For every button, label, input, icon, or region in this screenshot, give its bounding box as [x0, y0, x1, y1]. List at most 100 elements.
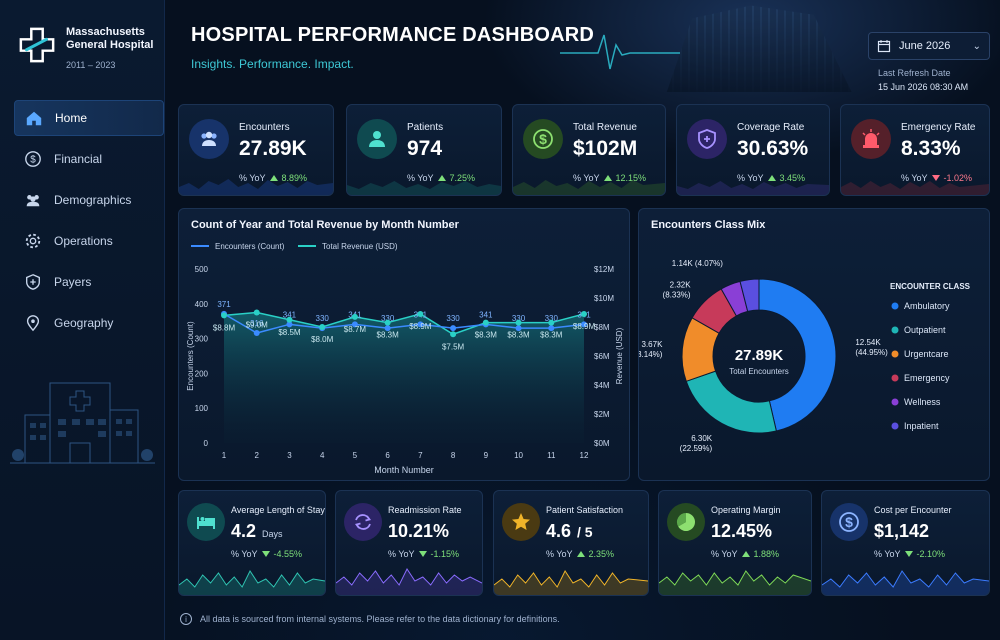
kpi-yoy-value: -4.55%: [273, 549, 303, 559]
siren-icon: [851, 119, 891, 159]
kpi-value-number: $1,142: [874, 521, 930, 541]
sidebar-item-financial[interactable]: $ Financial: [14, 141, 164, 177]
kpi-card-emergency-rate[interactable]: Emergency Rate 8.33% % YoY -1.02%: [840, 104, 990, 196]
legend-label: Total Revenue (USD): [322, 242, 398, 251]
sparkline: [347, 181, 501, 195]
sidebar-item-label: Demographics: [54, 193, 132, 207]
kpi-yoy-label: % YoY: [388, 549, 415, 559]
sparkline: [841, 181, 989, 195]
kpi-yoy-value: 3.45%: [779, 173, 806, 183]
kpi-yoy: % YoY -1.15%: [388, 549, 459, 559]
kpi-yoy: % YoY 12.15%: [573, 173, 646, 183]
donut-legend-label: Wellness: [904, 397, 941, 407]
sparkline: [822, 570, 989, 595]
trend-up-icon: [741, 551, 750, 557]
heartbeat-pulse-icon: [560, 34, 680, 70]
trend-up-icon: [603, 175, 612, 181]
kpi-card-coverage-rate[interactable]: Coverage Rate 30.63% % YoY 3.45%: [676, 104, 830, 196]
donut-legend-swatch: [891, 398, 899, 406]
line-chart-title: Count of Year and Total Revenue by Month…: [191, 219, 459, 231]
x-tick-label: 2: [255, 451, 260, 460]
donut-legend-label: Ambulatory: [904, 301, 950, 311]
kpi-card-encounters[interactable]: Encounters 27.89K % YoY 8.89%: [178, 104, 334, 196]
encounters-data-label: 371: [217, 300, 231, 309]
x-axis-title: Month Number: [374, 465, 434, 475]
sparkline: [179, 570, 325, 595]
y-tick-label: 100: [195, 404, 209, 413]
revenue-data-label: $8.5M: [278, 328, 301, 337]
donut-chart-title: Encounters Class Mix: [651, 219, 766, 231]
kpi-card-cost-per-encounter[interactable]: $ Cost per Encounter $1,142 % YoY -2.10%: [821, 490, 990, 596]
trend-down-icon: [904, 551, 913, 557]
y-tick-label: 300: [195, 335, 209, 344]
revenue-data-label: $9.0M: [246, 321, 269, 330]
sidebar-item-operations[interactable]: Operations: [14, 223, 164, 259]
donut-legend-label: Urgentcare: [904, 349, 949, 359]
trend-up-icon: [437, 175, 446, 181]
kpi-card-patients[interactable]: Patients 974 % YoY 7.25%: [346, 104, 502, 196]
month-selector-value: June 2026: [899, 40, 951, 52]
kpi-yoy-value: 2.35%: [588, 549, 615, 559]
revenue-point: [548, 319, 555, 326]
revenue-data-label: $8.0M: [311, 335, 334, 344]
calendar-icon: [877, 40, 891, 53]
star-icon: [502, 503, 540, 541]
kpi-value-number: 10.21%: [388, 521, 450, 541]
brand-logo: Massachusetts General Hospital: [18, 26, 153, 64]
revenue-data-label: $8.3M: [377, 331, 400, 340]
sidebar-item-label: Geography: [54, 316, 114, 330]
x-tick-label: 9: [484, 451, 489, 460]
sparkline: [677, 181, 829, 195]
y-tick-label: 500: [195, 265, 209, 274]
donut-chart-panel: Encounters Class Mix 12.54K (44.95%) 6.30K…: [638, 208, 990, 481]
kpi-value-number: 12.45%: [711, 521, 773, 541]
kpi-label: Emergency Rate: [901, 122, 976, 133]
refresh-icon: [344, 503, 382, 541]
sidebar-item-home[interactable]: Home: [14, 100, 164, 136]
legend-label: Encounters (Count): [215, 242, 285, 251]
kpi-value: 8.33%: [901, 137, 961, 160]
y-tick-label: 0: [204, 439, 209, 448]
sidebar-item-geography[interactable]: Geography: [14, 305, 164, 341]
kpi-yoy: % YoY 7.25%: [407, 173, 475, 183]
sidebar-item-payers[interactable]: Payers: [14, 264, 164, 300]
y2-tick-label: $10M: [594, 294, 614, 303]
encounters-point: [548, 325, 555, 332]
revenue-data-label: $8.3M: [540, 331, 563, 340]
kpi-card-avg-length-of-stay[interactable]: Average Length of Stay 4.2 Days % YoY -4.5…: [178, 490, 326, 596]
x-tick-label: 10: [514, 451, 523, 460]
trend-up-icon: [576, 551, 585, 557]
revenue-data-label: $8.3M: [507, 331, 530, 340]
kpi-yoy: % YoY 2.35%: [546, 549, 614, 559]
x-tick-label: 6: [385, 451, 390, 460]
kpi-card-total-revenue[interactable]: $ Total Revenue $102M % YoY 12.15%: [512, 104, 666, 196]
sidebar-item-label: Financial: [54, 152, 103, 166]
sidebar-item-label: Home: [55, 111, 88, 125]
donut-data-label: 1.14K (4.07%): [672, 259, 723, 268]
kpi-card-readmission-rate[interactable]: Readmission Rate 10.21% % YoY -1.15%: [335, 490, 483, 596]
kpi-label: Average Length of Stay: [231, 505, 325, 515]
kpi-yoy-value: -1.02%: [943, 173, 973, 183]
kpi-yoy-value: -2.10%: [916, 549, 946, 559]
sidebar-item-demographics[interactable]: Demographics: [14, 182, 164, 218]
sidebar-nav: Home $ Financial Demographics Operations…: [14, 100, 164, 346]
kpi-yoy-label: % YoY: [737, 173, 764, 183]
footer-text: All data is sourced from internal system…: [200, 614, 560, 624]
x-tick-label: 1: [222, 451, 227, 460]
dollar-icon: $: [830, 503, 868, 541]
x-tick-label: 3: [287, 451, 292, 460]
donut-slice-ambulatory: [758, 278, 837, 432]
encounters-point: [351, 321, 358, 328]
revenue-point: [286, 316, 293, 323]
kpi-yoy-label: % YoY: [546, 549, 573, 559]
info-icon: i: [180, 613, 192, 625]
line-chart-panel: Count of Year and Total Revenue by Month…: [178, 208, 630, 481]
kpi-card-operating-margin[interactable]: Operating Margin 12.45% % YoY 1.88%: [658, 490, 812, 596]
revenue-point: [253, 309, 260, 316]
kpi-label: Cost per Encounter: [874, 505, 952, 515]
kpi-card-patient-satisfaction[interactable]: Patient Satisfaction 4.6 / 5 % YoY 2.35%: [493, 490, 649, 596]
kpi-value: 12.45%: [711, 521, 772, 542]
encounters-point: [286, 321, 293, 328]
kpi-yoy-value: 12.15%: [615, 173, 647, 183]
month-selector[interactable]: June 2026 ⌄: [868, 32, 990, 60]
